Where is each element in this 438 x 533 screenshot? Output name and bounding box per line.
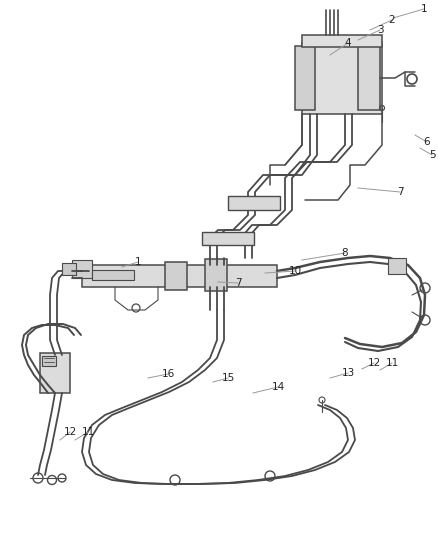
Bar [165, 262, 187, 290]
Bar [62, 263, 76, 275]
Bar [295, 46, 315, 110]
Text: 1: 1 [420, 4, 427, 14]
Text: 3: 3 [377, 25, 383, 35]
Text: 11: 11 [385, 358, 399, 368]
Text: 13: 13 [341, 368, 355, 378]
Bar [92, 270, 134, 280]
Text: 5: 5 [429, 150, 435, 160]
Text: 8: 8 [342, 248, 348, 258]
Text: 12: 12 [367, 358, 381, 368]
Text: 4: 4 [345, 38, 351, 48]
Bar [228, 196, 280, 210]
Text: 6: 6 [424, 137, 430, 147]
Bar [202, 232, 254, 245]
Bar [40, 353, 70, 393]
Text: 16: 16 [161, 369, 175, 379]
Text: 14: 14 [272, 382, 285, 392]
Text: 7: 7 [235, 278, 241, 288]
Bar [302, 42, 382, 114]
Text: 1: 1 [135, 257, 141, 267]
Bar [82, 265, 277, 287]
Text: 10: 10 [289, 266, 301, 276]
Bar [388, 258, 406, 274]
Bar [302, 35, 382, 47]
Text: 15: 15 [221, 373, 235, 383]
Bar [205, 259, 227, 291]
Text: 11: 11 [81, 427, 95, 437]
Bar [72, 260, 92, 278]
Text: 7: 7 [397, 187, 403, 197]
Bar [358, 46, 380, 110]
Bar [42, 356, 56, 366]
Text: 2: 2 [389, 15, 396, 25]
Text: 12: 12 [64, 427, 77, 437]
